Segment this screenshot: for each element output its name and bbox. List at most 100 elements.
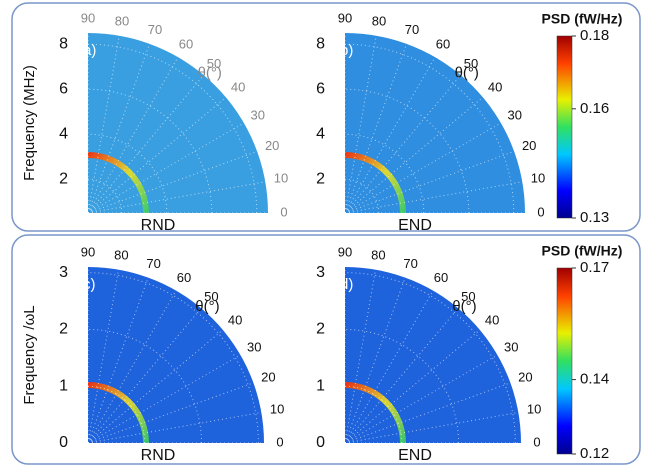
- theta-tick-label: 80: [114, 247, 128, 262]
- grid-arc: [87, 88, 213, 214]
- theta-tick-label: 50: [207, 56, 221, 71]
- grid-ray: [344, 307, 459, 444]
- panel-label: (b): [335, 42, 353, 59]
- colorbar-tick-label: 0.13: [580, 209, 609, 226]
- theta-tick-label: 20: [518, 369, 532, 384]
- colorbar-tick-label: 0.17: [580, 259, 609, 276]
- r-tick-label: 0: [59, 434, 68, 451]
- grid-ray: [87, 277, 149, 444]
- grid-arc: [344, 43, 515, 214]
- theta-tick-label: 80: [371, 247, 385, 262]
- grid-ray: [87, 382, 254, 444]
- theta-tick-label: 40: [228, 312, 242, 327]
- theta-tick-label: 40: [488, 80, 502, 95]
- theta-tick-label: 40: [485, 312, 499, 327]
- theta-tick-label: 90: [81, 10, 95, 25]
- grid-arc: [344, 328, 460, 444]
- theta-tick-label: 20: [261, 369, 275, 384]
- heatmap-ring: [344, 382, 406, 444]
- theta-tick-label: 0: [276, 434, 283, 449]
- colorbar: [556, 267, 573, 455]
- r-tick-label: 1: [316, 377, 325, 394]
- theta-tick-label: 50: [464, 56, 478, 71]
- r-tick-label: 6: [316, 80, 325, 97]
- r-tick-label: 2: [59, 170, 68, 187]
- theta-tick-label: 20: [522, 138, 536, 153]
- grid-arc: [87, 328, 203, 444]
- grid-arc: [87, 43, 258, 214]
- colorbar-tick-label: 0.14: [580, 371, 609, 388]
- grid-ray: [87, 354, 241, 444]
- colorbar-label: PSD (fW/Hz): [542, 243, 623, 259]
- r-tick-label: 4: [59, 125, 68, 142]
- theta-tick-label: 10: [270, 401, 284, 416]
- r-tick-label: 2: [59, 321, 68, 338]
- grid-ray: [87, 290, 177, 444]
- grid-ray: [344, 269, 377, 444]
- grid-ray: [87, 329, 224, 444]
- colorbar-tick-label: 0.12: [580, 445, 609, 462]
- panel-label: (c): [78, 276, 96, 293]
- theta-tick-label: 90: [338, 10, 352, 25]
- r-tick-label: 6: [59, 80, 68, 97]
- r-tick-label: 4: [316, 125, 325, 142]
- r-tick-label: 8: [59, 35, 68, 52]
- x-axis-label: RND: [141, 447, 176, 464]
- grid-ray: [87, 307, 202, 444]
- theta-tick-label: 70: [403, 256, 417, 271]
- theta-tick-label: 30: [504, 339, 518, 354]
- theta-tick-label: 20: [265, 138, 279, 153]
- heatmap: [345, 33, 525, 213]
- grid-ray: [344, 277, 406, 444]
- theta-tick-label: 70: [146, 256, 160, 271]
- panel-box: [11, 2, 641, 232]
- heatmap: [88, 267, 264, 443]
- colorbar: [556, 35, 573, 219]
- theta-tick-label: 30: [247, 339, 261, 354]
- theta-tick-label: 30: [251, 107, 265, 122]
- heatmap-ring: [87, 152, 149, 214]
- colorbar-tick-label: 0.16: [580, 100, 609, 117]
- theta-tick-label: 90: [81, 244, 95, 259]
- x-axis-label: END: [398, 217, 432, 234]
- theta-label: θ(°): [455, 65, 479, 82]
- r-tick-label: 1: [59, 377, 68, 394]
- theta-tick-label: 40: [231, 80, 245, 95]
- grid-ray: [344, 354, 498, 444]
- colorbar-tick-label: 0.18: [580, 27, 609, 44]
- r-tick-label: 2: [316, 321, 325, 338]
- colorbar-label: PSD (fW/Hz): [542, 11, 623, 27]
- theta-tick-label: 80: [372, 13, 386, 28]
- theta-tick-label: 0: [533, 434, 540, 449]
- theta-tick-label: 80: [115, 13, 129, 28]
- r-tick-label: 2: [316, 170, 325, 187]
- heatmap: [88, 33, 268, 213]
- theta-tick-label: 10: [527, 401, 541, 416]
- r-tick-label: 0: [316, 434, 325, 451]
- panel-box: [11, 234, 641, 465]
- theta-label: θ(°): [195, 298, 219, 315]
- grid-ray: [344, 329, 481, 444]
- theta-tick-label: 0: [537, 204, 544, 219]
- r-tick-label: 3: [59, 264, 68, 281]
- theta-label: θ(°): [452, 298, 476, 315]
- heatmap-ring: [87, 382, 149, 444]
- theta-tick-label: 50: [204, 289, 218, 304]
- heatmap-ring: [344, 152, 406, 214]
- x-axis-label: RND: [141, 217, 176, 234]
- heatmap: [345, 267, 521, 443]
- theta-tick-label: 10: [531, 171, 545, 186]
- r-tick-label: 3: [316, 264, 325, 281]
- theta-tick-label: 10: [274, 171, 288, 186]
- y-axis-label: Frequency /ωL: [21, 305, 38, 404]
- theta-label: θ(°): [198, 65, 222, 82]
- grid-arc: [344, 385, 403, 444]
- grid-ray: [344, 290, 434, 444]
- theta-tick-label: 60: [177, 270, 191, 285]
- theta-tick-label: 0: [280, 204, 287, 219]
- theta-tick-label: 60: [434, 270, 448, 285]
- theta-tick-label: 70: [405, 22, 419, 37]
- panel-label: (d): [335, 276, 353, 293]
- y-axis-label: Frequency (MHz): [21, 65, 38, 181]
- theta-tick-label: 50: [461, 289, 475, 304]
